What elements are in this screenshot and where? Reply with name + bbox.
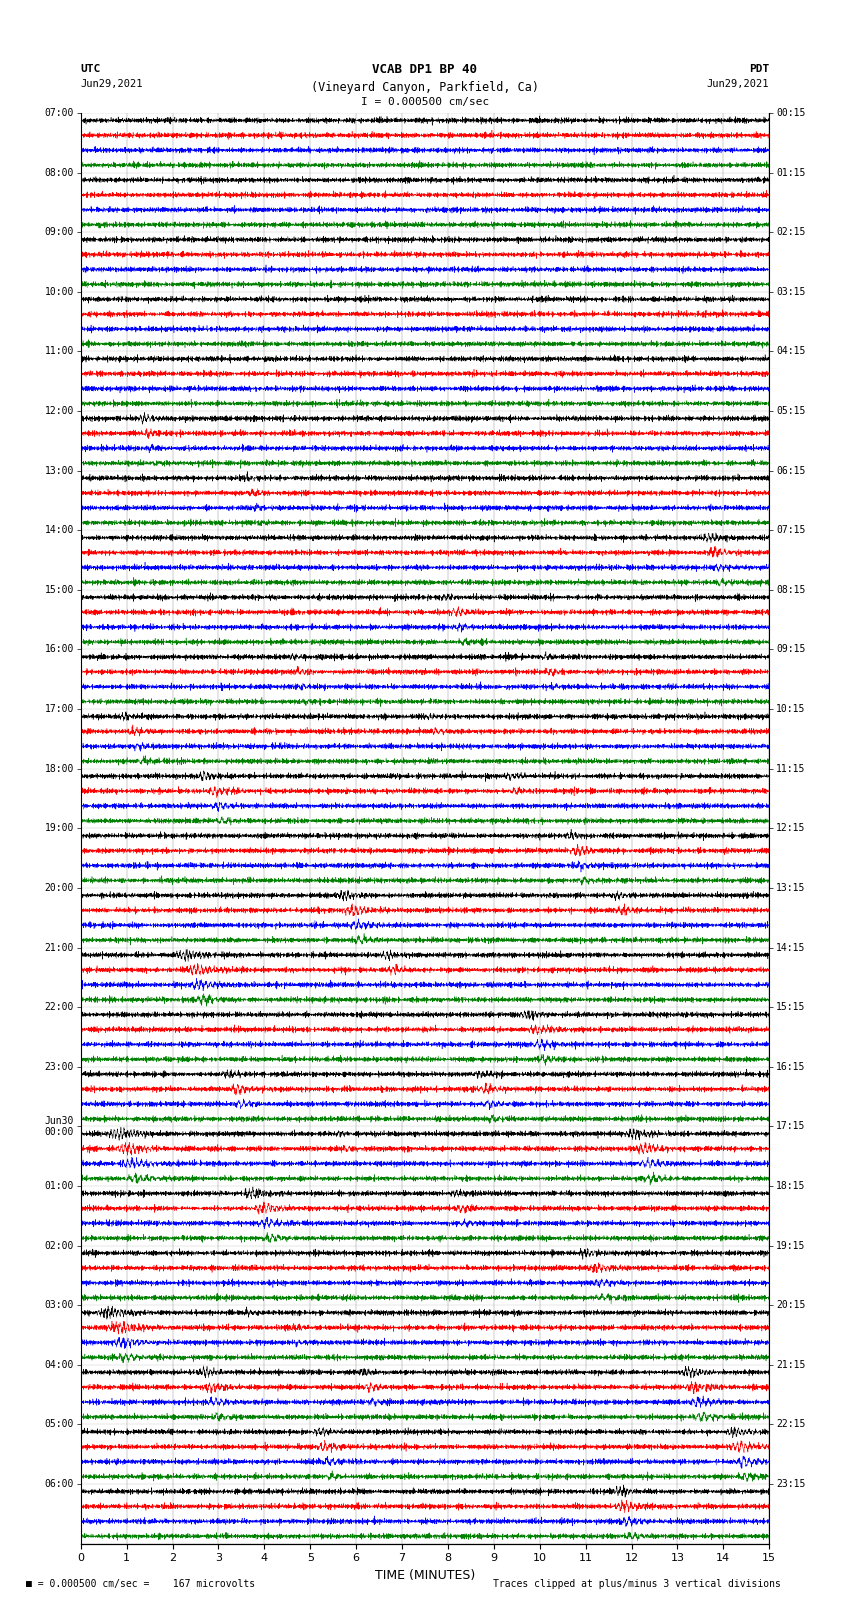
- Text: I = 0.000500 cm/sec: I = 0.000500 cm/sec: [361, 97, 489, 106]
- Text: (Vineyard Canyon, Parkfield, Ca): (Vineyard Canyon, Parkfield, Ca): [311, 81, 539, 94]
- Text: Jun29,2021: Jun29,2021: [706, 79, 769, 89]
- Text: Jun29,2021: Jun29,2021: [81, 79, 144, 89]
- Text: ■ = 0.000500 cm/sec =    167 microvolts: ■ = 0.000500 cm/sec = 167 microvolts: [26, 1579, 255, 1589]
- Text: Traces clipped at plus/minus 3 vertical divisions: Traces clipped at plus/minus 3 vertical …: [493, 1579, 781, 1589]
- Text: VCAB DP1 BP 40: VCAB DP1 BP 40: [372, 63, 478, 76]
- Text: UTC: UTC: [81, 65, 101, 74]
- X-axis label: TIME (MINUTES): TIME (MINUTES): [375, 1569, 475, 1582]
- Text: PDT: PDT: [749, 65, 769, 74]
